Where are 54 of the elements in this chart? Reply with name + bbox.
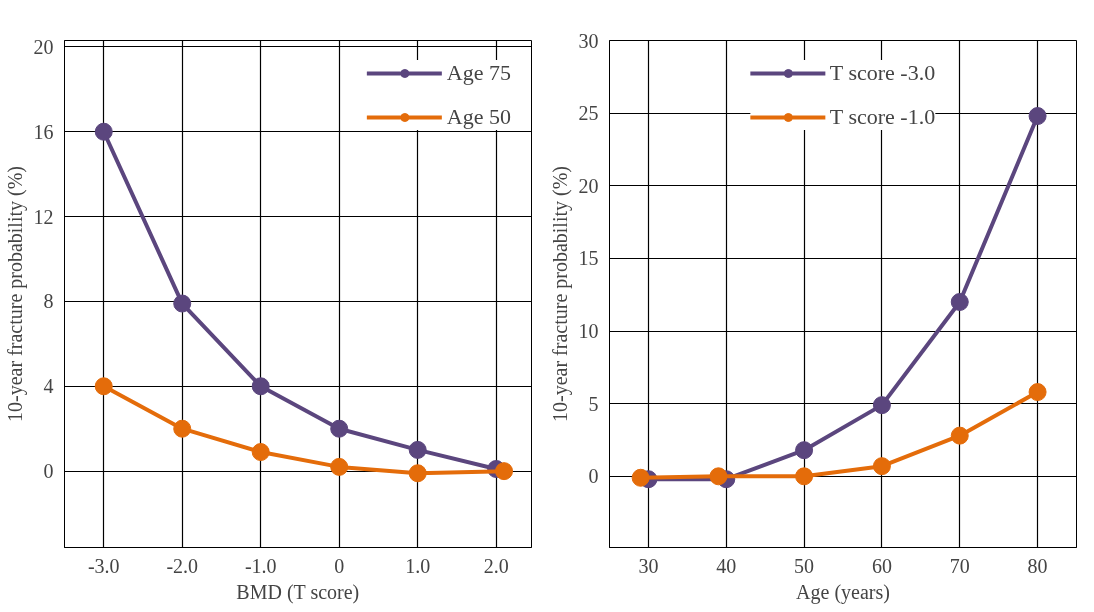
point [94,377,113,396]
point [631,468,650,487]
legend-label: Age 75 [446,60,511,86]
point [408,464,427,483]
x-tick-label: -2.0 [166,554,199,577]
x-tick-label: 70 [949,554,970,577]
x-tick-label: 60 [871,554,892,577]
point [173,419,192,438]
y-tick-label: 20 [578,174,599,197]
point [251,443,270,462]
point [950,426,969,445]
x-tick-label: 80 [1027,554,1048,577]
point [950,293,969,311]
x-tick-label: 50 [794,554,815,577]
x-tick-label: -3.0 [87,554,120,577]
point [1028,107,1047,126]
x-tick-label: -1.0 [244,554,277,577]
y-tick-label: 16 [33,120,54,143]
y-tick-label: 0 [588,465,599,488]
point [94,122,113,141]
y-tick-label: 10 [578,320,599,343]
y-tick-label: 5 [588,392,599,415]
y-tick-label: 12 [33,205,54,228]
point [795,441,814,460]
x-tick-label: 0 [334,554,345,577]
point [872,396,891,415]
x-axis-title: BMD (T score) [236,580,360,604]
point [173,294,192,313]
point [872,457,891,476]
point [330,457,349,476]
point [795,467,814,486]
y-axis-title: 10-year fracture probability (%) [548,165,572,422]
x-tick-label: 2.0 [483,554,509,577]
y-tick-label: 0 [43,460,54,483]
y-tick-label: 25 [578,102,599,125]
y-tick-label: 4 [43,375,54,398]
y-axis-title: 10-year fracture probability (%) [3,165,27,422]
y-tick-label: 15 [578,247,599,270]
point [330,419,349,438]
point [709,467,728,486]
legend-label: T score -1.0 [829,104,936,130]
point [408,440,427,459]
y-tick-label: 20 [33,35,54,58]
legend-label: Age 50 [446,104,511,130]
point [1028,383,1047,402]
point [495,462,514,481]
x-axis-title: Age (years) [796,580,890,604]
point [251,377,270,396]
legend-label: T score -3.0 [829,60,936,86]
y-tick-label: 30 [578,29,599,52]
x-tick-label: 40 [716,554,737,577]
x-tick-label: 30 [638,554,659,577]
y-tick-label: 8 [43,290,54,313]
x-tick-label: 1.0 [405,554,431,577]
